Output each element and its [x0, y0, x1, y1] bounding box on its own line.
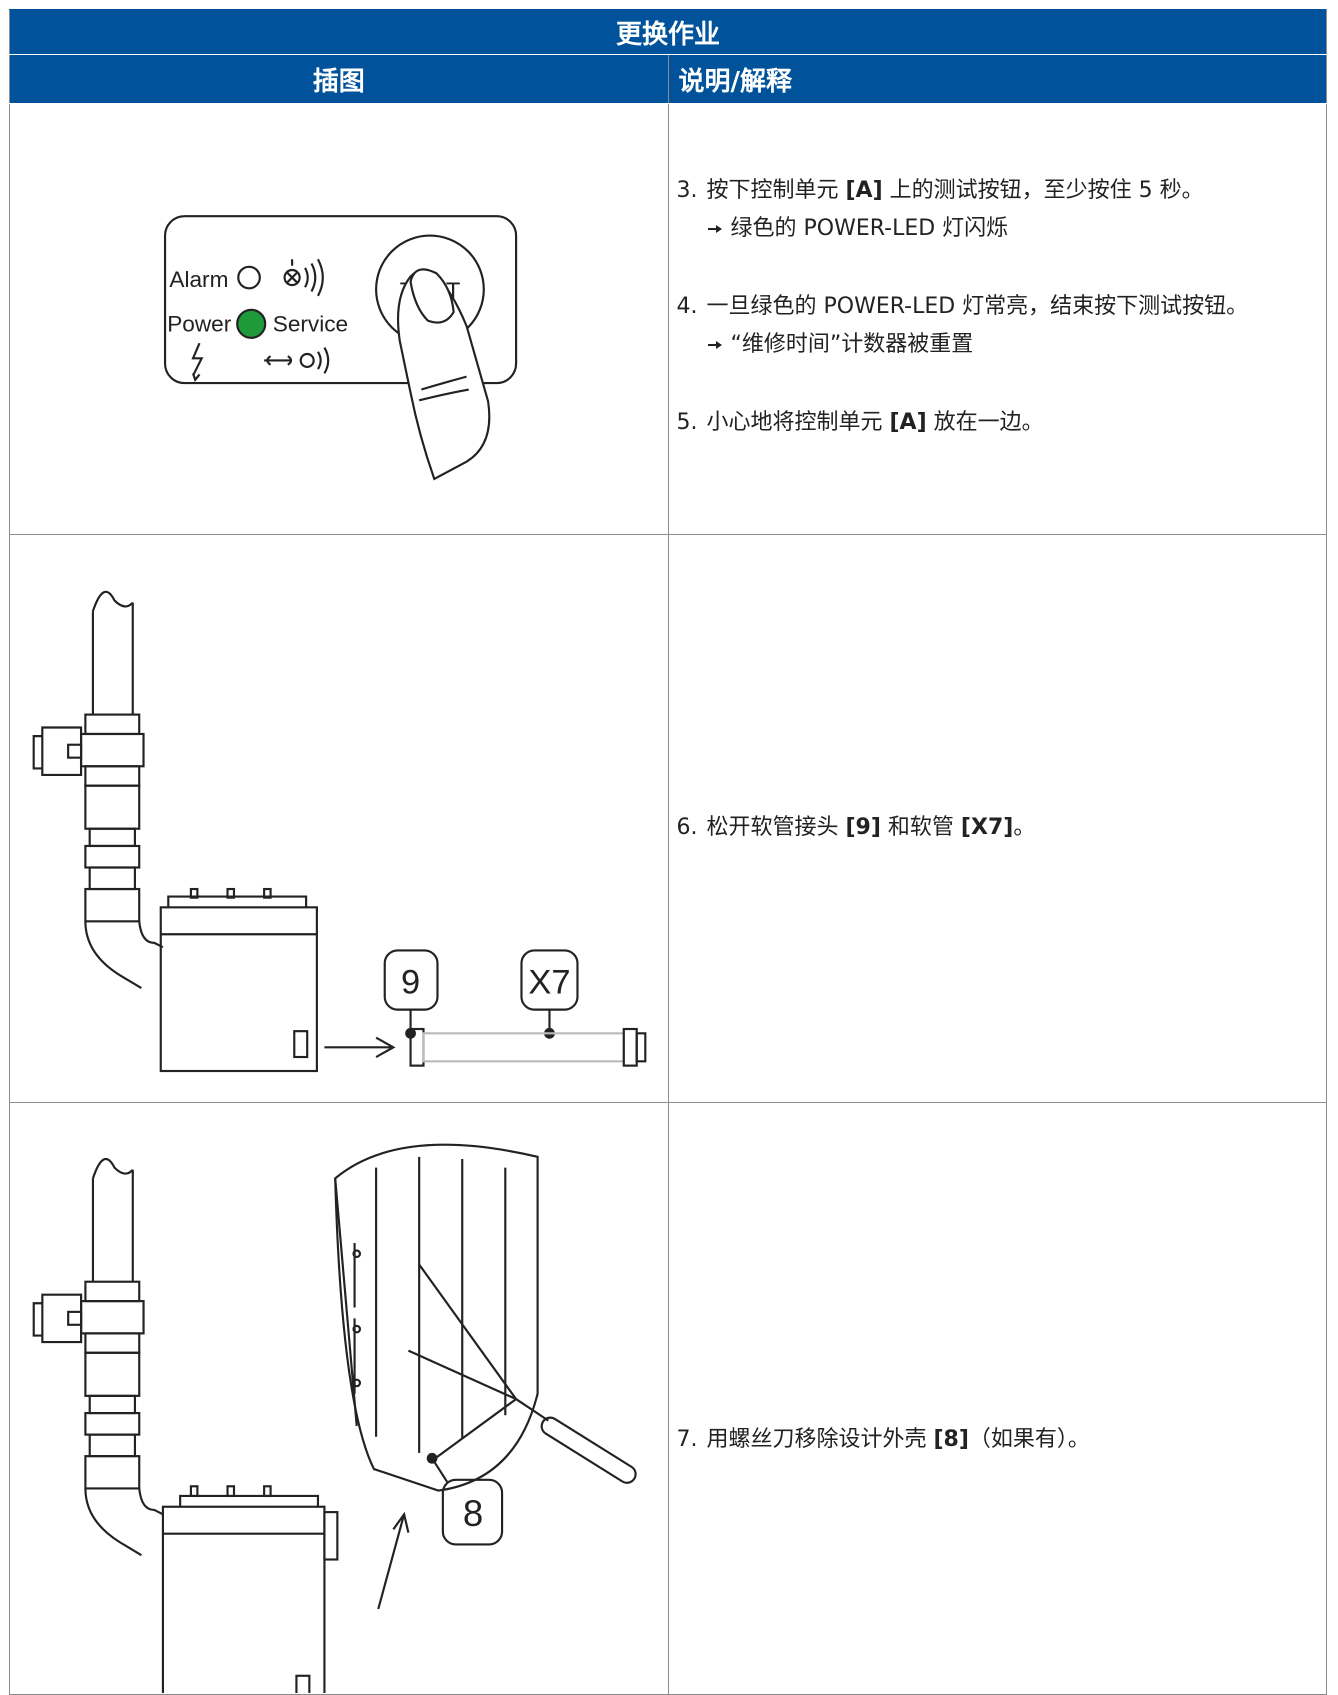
result-text: 绿色的 POWER-LED 灯闪烁	[730, 216, 1009, 241]
step: 7. 用螺丝刀移除设计外壳 [8]（如果有）。	[677, 1423, 1315, 1457]
instruction-cell: 7. 用螺丝刀移除设计外壳 [8]（如果有）。	[667, 1102, 1327, 1695]
result: “维修时间”计数器被重置	[707, 328, 1249, 362]
step-body: 一旦绿色的 POWER-LED 灯常亮，结束按下测试按钮。 “维修时间”计数器被重…	[707, 290, 1249, 362]
label: Alarm	[169, 267, 228, 292]
emphasis: [A]	[889, 410, 927, 435]
step-text: 用螺丝刀移除设计外壳 [8]（如果有）。	[707, 1423, 1090, 1457]
hose-illustration: 9 X7	[32, 590, 647, 1073]
emphasis: [8]	[933, 1427, 969, 1452]
text: 按下控制单元	[706, 178, 846, 203]
emphasis: [9]	[845, 815, 881, 840]
emphasis: [A]	[845, 178, 883, 203]
callout-label: 9	[401, 963, 420, 1001]
step-number: 5.	[676, 410, 698, 435]
label: Service	[273, 311, 348, 336]
step-body: 小心地将控制单元 [A] 放在一边。	[707, 406, 1044, 440]
step-body: 松开软管接头 [9] 和软管 [X7]。	[707, 811, 1036, 845]
step-text: 松开软管接头 [9] 和软管 [X7]。	[707, 811, 1036, 845]
text: （如果有）。	[968, 1427, 1090, 1452]
instruction-cell: 6. 松开软管接头 [9] 和软管 [X7]。	[667, 534, 1327, 1103]
step-body: 按下控制单元 [A] 上的测试按钮，至少按住 5 秒。绿色的 POWER-LED…	[707, 174, 1204, 246]
column-header: 说明/解释	[667, 54, 1327, 104]
text: 和软管	[880, 815, 961, 840]
illustration-cell: 9 X7	[9, 534, 669, 1103]
control-unit-illustration: Alarm Power Service TEST	[163, 215, 518, 481]
instruction-cell: 3. 按下控制单元 [A] 上的测试按钮，至少按住 5 秒。绿色的 POWER-L…	[667, 103, 1327, 535]
result-text: “维修时间”计数器被重置	[730, 332, 974, 357]
column-header: 插图	[9, 54, 669, 104]
step-body: 用螺丝刀移除设计外壳 [8]（如果有）。	[707, 1423, 1090, 1457]
cover-illustration: 8	[32, 1143, 637, 1693]
title-row: 更换作业	[9, 9, 1327, 55]
arrow-icon	[707, 341, 722, 349]
text: 一旦绿色的 POWER-LED 灯常亮，结束按下测试按钮。	[706, 294, 1249, 319]
arrow-icon	[707, 225, 722, 233]
callout-label: 8	[463, 1493, 483, 1534]
label: Power	[167, 311, 232, 336]
step-number: 7.	[676, 1427, 698, 1452]
step-text: 小心地将控制单元 [A] 放在一边。	[707, 406, 1044, 440]
step-text: 一旦绿色的 POWER-LED 灯常亮，结束按下测试按钮。	[707, 290, 1249, 324]
text: 放在一边。	[926, 410, 1044, 435]
text: 。	[1013, 815, 1036, 840]
step: 3. 按下控制单元 [A] 上的测试按钮，至少按住 5 秒。绿色的 POWER-L…	[677, 174, 1315, 246]
table-title: 更换作业	[9, 9, 1327, 55]
column-header-row: 插图 说明/解释	[9, 54, 1327, 104]
row: 9 X7 6. 松开软管接头 [9] 和软管 [X7]。	[9, 534, 1327, 1103]
callout-label: X7	[528, 963, 570, 1001]
step-text: 按下控制单元 [A] 上的测试按钮，至少按住 5 秒。	[707, 174, 1204, 208]
illustration-cell: Alarm Power Service TEST	[9, 103, 669, 535]
text: 小心地将控制单元	[706, 410, 890, 435]
result: 绿色的 POWER-LED 灯闪烁	[707, 212, 1204, 246]
text: 用螺丝刀移除设计外壳	[706, 1427, 934, 1452]
replacement-table: 更换作业 插图 说明/解释 Alarm Power Service TEST 3…	[9, 9, 1327, 1695]
emphasis: [X7]	[960, 815, 1014, 840]
text: 上的测试按钮，至少按住 5 秒。	[882, 178, 1204, 203]
step: 6. 松开软管接头 [9] 和软管 [X7]。	[677, 811, 1315, 845]
row: 8 7. 用螺丝刀移除设计外壳 [8]（如果有）。	[9, 1102, 1327, 1695]
illustration-cell: 8	[9, 1102, 669, 1695]
step: 4. 一旦绿色的 POWER-LED 灯常亮，结束按下测试按钮。 “维修时间”计数器…	[677, 290, 1315, 362]
row: Alarm Power Service TEST 3. 按下控制单元 [A] 上的…	[9, 103, 1327, 535]
step: 5. 小心地将控制单元 [A] 放在一边。	[677, 406, 1315, 440]
text: 松开软管接头	[706, 815, 846, 840]
step-number: 4.	[676, 294, 698, 319]
step-number: 6.	[676, 815, 698, 840]
step-number: 3.	[676, 178, 698, 203]
